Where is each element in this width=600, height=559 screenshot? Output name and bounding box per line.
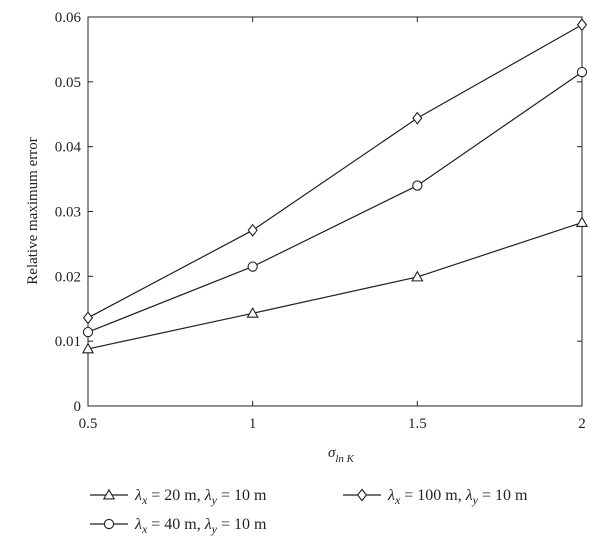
circle-data-point xyxy=(82,326,94,338)
series-line xyxy=(87,221,583,350)
y-tick-label: 0.04 xyxy=(55,140,82,156)
series-triangle xyxy=(81,216,589,354)
series-circle xyxy=(82,66,588,338)
x-tick-label: 1 xyxy=(249,416,257,432)
circle-data-point xyxy=(576,66,588,78)
y-tick-label: 0.03 xyxy=(55,205,81,221)
x-axis-ticks: 0.5 1 1.5 2 xyxy=(79,17,586,432)
diamond-data-point xyxy=(247,223,258,237)
series-line xyxy=(87,71,583,333)
series-line xyxy=(87,24,583,319)
diamond-data-point xyxy=(576,18,588,32)
y-tick-label: 0 xyxy=(74,399,82,415)
legend-diamond-marker xyxy=(356,488,368,502)
x-tick-label: 0.5 xyxy=(79,416,98,432)
x-axis-label-symbol: σ xyxy=(328,445,336,461)
legend-item-triangle: λx = 20 m, λy = 10 m xyxy=(90,487,267,507)
legend-label: λx = 20 m, λy = 10 m xyxy=(134,487,267,507)
y-tick-label: 0.05 xyxy=(55,75,81,91)
y-axis-ticks: 0 0.01 0.02 0.03 0.04 0.05 0.06 xyxy=(55,10,582,415)
legend-triangle-marker xyxy=(102,488,116,500)
diamond-data-point xyxy=(82,311,94,325)
x-tick-label: 1.5 xyxy=(408,416,427,432)
circle-data-point xyxy=(412,180,423,191)
y-axis-label: Relative maximum error xyxy=(25,137,41,284)
diamond-data-point xyxy=(412,111,423,125)
legend-label: λx = 100 m, λy = 10 m xyxy=(387,487,528,507)
triangle-data-point xyxy=(246,306,259,318)
x-axis-label-subscript: ln K xyxy=(335,453,354,465)
y-tick-label: 0.02 xyxy=(55,269,81,285)
legend-item-circle: λx = 40 m, λy = 10 m xyxy=(90,516,267,536)
y-tick-label: 0.06 xyxy=(55,10,82,26)
x-tick-label: 2 xyxy=(578,416,586,432)
plot-frame xyxy=(87,16,583,407)
triangle-data-point xyxy=(81,342,95,354)
series-diamond xyxy=(82,18,588,325)
legend-circle-marker xyxy=(103,518,115,530)
triangle-data-point xyxy=(411,270,424,282)
circle-data-point xyxy=(247,261,258,272)
legend-label: λx = 40 m, λy = 10 m xyxy=(134,516,267,536)
legend: λx = 20 m, λy = 10 m λx = 40 m, λy = 10 m… xyxy=(90,487,528,536)
y-tick-label: 0.01 xyxy=(55,334,81,350)
triangle-data-point xyxy=(575,216,589,227)
series-layer xyxy=(81,18,589,354)
legend-item-diamond: λx = 100 m, λy = 10 m xyxy=(343,487,528,507)
x-axis-label: σln K xyxy=(328,445,355,465)
